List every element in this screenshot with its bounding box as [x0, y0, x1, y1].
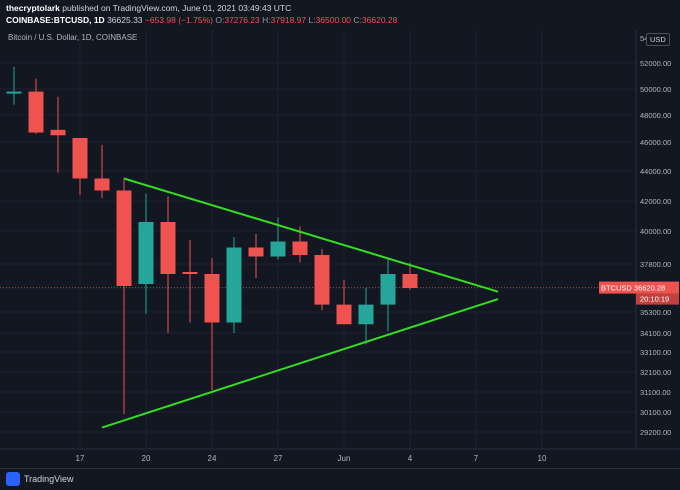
y-tick-label: 54 — [640, 34, 648, 43]
candle-body — [292, 241, 308, 255]
chart-title: Bitcoin / U.S. Dollar, 1D, COINBASE — [8, 33, 138, 42]
price-badge-text: BTCUSD 36620.28 — [601, 284, 665, 293]
open-value: 37276.23 — [224, 15, 260, 25]
x-tick-label: 7 — [474, 454, 479, 463]
y-tick-label: 46000.00 — [640, 138, 671, 147]
y-tick-label: 37800.00 — [640, 260, 671, 269]
candle-body — [336, 304, 352, 325]
candle-body — [72, 137, 88, 179]
tradingview-brand[interactable]: TradingView — [24, 474, 74, 484]
candle-body — [160, 222, 176, 274]
y-tick-label: 42000.00 — [640, 197, 671, 206]
countdown-text: 20:10:19 — [640, 295, 669, 304]
tradingview-logo-icon[interactable] — [6, 472, 20, 486]
candle-body — [226, 247, 242, 323]
candle-body — [270, 241, 286, 257]
y-tick-label: 40000.00 — [640, 227, 671, 236]
low-label: L: — [308, 15, 316, 25]
x-tick-label: Jun — [338, 454, 351, 463]
countdown-badge — [636, 293, 679, 305]
y-tick-label: 34100.00 — [640, 329, 671, 338]
high-value: 37918.97 — [270, 15, 307, 25]
trendline — [123, 177, 499, 293]
y-tick-label: 50000.00 — [640, 85, 671, 94]
y-tick-label: 48000.00 — [640, 111, 671, 120]
candle-body — [138, 222, 154, 284]
close-value: 36620.28 — [361, 15, 398, 25]
last-price: 36625.33 — [107, 15, 143, 25]
candle-body — [358, 304, 374, 325]
trendline — [101, 298, 499, 429]
y-tick-label: 35300.00 — [640, 308, 671, 317]
symbol-text: COINBASE:BTCUSD, 1D — [6, 15, 105, 25]
y-tick-label: 30100.00 — [640, 408, 671, 417]
candle-body — [248, 247, 264, 257]
y-tick-label: 52000.00 — [640, 59, 671, 68]
candle-body — [28, 91, 44, 133]
y-tick-label: 31100.00 — [640, 388, 671, 397]
author-name[interactable]: thecryptolark — [6, 3, 60, 13]
close-label: C: — [353, 15, 362, 25]
x-tick-label: 4 — [408, 454, 413, 463]
candle-body — [94, 178, 110, 191]
x-tick-label: 20 — [142, 454, 151, 463]
y-tick-label: 33100.00 — [640, 348, 671, 357]
published-text: published on TradingView.com, June 01, 2… — [62, 3, 292, 13]
x-tick-label: 27 — [274, 454, 283, 463]
candle-body — [402, 274, 418, 288]
x-tick-label: 10 — [538, 454, 547, 463]
x-tick-label: 17 — [76, 454, 85, 463]
candle-body — [204, 274, 220, 323]
footer: TradingView — [0, 468, 680, 490]
x-tick-label: 24 — [208, 454, 217, 463]
candle-body — [50, 129, 66, 136]
ohlc-line: COINBASE:BTCUSD, 1D 36625.33 −653.98 (−1… — [6, 15, 397, 25]
candle-body — [380, 274, 396, 305]
candle-body — [314, 255, 330, 305]
candle-body — [182, 272, 198, 274]
price-chart[interactable]: 29200.00 30100.00 31100.00 32100.00 33100.00… — [0, 0, 680, 468]
publish-header: thecryptolark published on TradingView.c… — [0, 0, 680, 30]
currency-button[interactable]: USD — [646, 33, 670, 46]
high-label: H: — [262, 15, 271, 25]
publish-info: thecryptolark published on TradingView.c… — [6, 3, 291, 13]
low-value: 36500.00 — [315, 15, 352, 25]
y-tick-label: 32100.00 — [640, 368, 671, 377]
candle-body — [116, 190, 132, 286]
y-tick-label: 44000.00 — [640, 167, 671, 176]
y-tick-label: 29200.00 — [640, 428, 671, 437]
open-label: O: — [215, 15, 225, 25]
candle-body — [6, 91, 22, 94]
price-badge — [599, 281, 679, 294]
price-change: −653.98 (−1.75%) — [144, 15, 213, 25]
